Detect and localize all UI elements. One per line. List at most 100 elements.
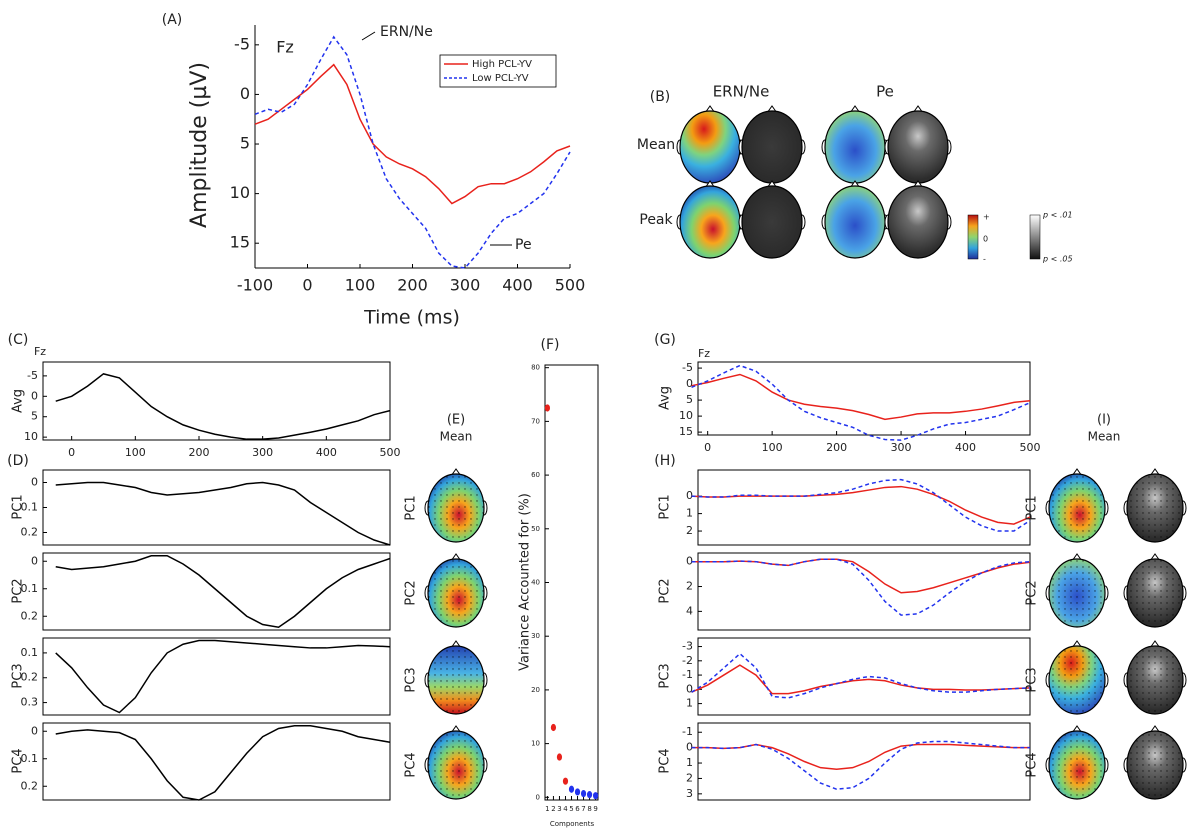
x-tick-label: 7: [581, 805, 585, 813]
x-tick-label: 200: [826, 441, 847, 454]
y-tick-label: 60: [531, 471, 540, 479]
y-tick-label: 2: [686, 771, 693, 784]
panel-label: (I): [1097, 413, 1111, 428]
y-tick-label: 15: [679, 425, 693, 438]
y-axis-label: Avg: [658, 386, 673, 410]
x-tick-label: 400: [502, 276, 533, 295]
y-tick-label: 0: [240, 84, 250, 103]
y-tick-label: 0.1: [21, 582, 39, 595]
p-colorbar: [1029, 214, 1041, 260]
x-tick-label: 6: [575, 805, 580, 813]
scalp-map: [884, 180, 952, 259]
x-tick-label: 8: [587, 805, 591, 813]
scalp-map: [1123, 725, 1187, 800]
series-line: [691, 373, 1031, 421]
annotation: Pe: [515, 237, 532, 253]
y-tick-label: 4: [686, 604, 693, 617]
electrodes: [1127, 646, 1183, 714]
scalp-map: [676, 180, 744, 259]
x-tick-label: 500: [380, 446, 401, 459]
x-tick-label: 0: [704, 441, 711, 454]
scalp-map: [424, 468, 488, 543]
y-axis-label: PC2: [11, 578, 26, 603]
plot-frame: [697, 552, 1031, 631]
scalp-map: [821, 180, 889, 259]
scalp-map: [1045, 468, 1109, 543]
series-line: [691, 558, 1031, 594]
y-tick-label: 30: [531, 632, 540, 640]
y-tick-label: 1: [686, 756, 693, 769]
y-tick-label: 10: [230, 183, 250, 202]
x-tick-label: 100: [125, 446, 146, 459]
y-tick-label: 10: [24, 430, 38, 443]
y-tick-label: 1: [686, 697, 693, 710]
legend-box: [439, 54, 557, 88]
y-tick-label: 0.3: [21, 696, 39, 709]
colorbar-label: -: [983, 255, 986, 264]
point: [586, 791, 593, 799]
y-tick-label: 0.1: [21, 752, 39, 765]
plot-frame: [42, 552, 391, 631]
y-tick-label: -1: [682, 668, 693, 681]
y-tick-label: 0: [31, 476, 38, 489]
y-tick-label: -5: [27, 369, 38, 382]
y-tick-label: 0.1: [21, 646, 39, 659]
scalp-map: [884, 105, 952, 184]
annotation: ERN/Ne: [380, 24, 433, 40]
y-tick-label: 0.1: [21, 501, 39, 514]
scalp: [679, 185, 741, 259]
scalp: [741, 185, 803, 259]
annotation: Fz: [276, 38, 294, 57]
scalp-map: [676, 105, 744, 184]
row-title: PC1: [1025, 495, 1040, 520]
y-axis-label: PC3: [11, 663, 26, 688]
y-tick-label: 0: [686, 682, 693, 695]
x-tick-label: 300: [891, 441, 912, 454]
y-tick-label: -2: [682, 654, 693, 667]
electrodes: [1127, 559, 1183, 627]
scalp: [824, 110, 886, 184]
y-tick-label: 10: [531, 740, 540, 748]
y-tick-label: 0.2: [21, 671, 39, 684]
x-tick-label: 4: [563, 805, 568, 813]
x-axis-label: Time (ms): [363, 307, 460, 329]
x-tick-label: 500: [555, 276, 586, 295]
series-line: [55, 555, 391, 629]
scalp-map: [1045, 553, 1109, 628]
column-title: Pe: [876, 83, 894, 101]
panel-subtitle: Mean: [440, 430, 473, 444]
y-tick-label: 0: [686, 555, 693, 568]
row-title: PC3: [1025, 667, 1040, 692]
scalp: [741, 110, 803, 184]
y-tick-label: 0: [686, 377, 693, 390]
y-tick-label: 0: [31, 389, 38, 402]
electrodes: [1049, 731, 1105, 799]
x-tick-label: 0: [68, 446, 75, 459]
plot-frame: [42, 722, 391, 801]
series-line: [254, 63, 571, 205]
y-tick-label: 5: [686, 393, 693, 406]
p-label: p < .01: [1042, 211, 1073, 220]
y-tick-label: 5: [31, 410, 38, 423]
electrodes: [1127, 731, 1183, 799]
point: [592, 792, 599, 800]
series-line: [691, 364, 1031, 441]
scalp: [887, 185, 949, 259]
panel-label: (C): [8, 332, 29, 348]
annotation: Fz: [34, 345, 46, 358]
series-line: [691, 740, 1030, 790]
x-tick-label: -100: [237, 276, 273, 295]
y-tick-label: 2: [686, 524, 693, 537]
series-line: [691, 652, 1031, 699]
panel-label: (G): [654, 332, 676, 348]
y-tick-label: 20: [531, 686, 540, 694]
plot-frame: [42, 637, 391, 716]
series-line: [691, 743, 1030, 770]
electrodes: [1049, 646, 1105, 714]
scalp-map: [1123, 640, 1187, 715]
y-tick-label: 0: [686, 489, 693, 502]
row-title: Peak: [639, 212, 673, 228]
electrodes: [428, 646, 484, 714]
x-tick-label: 200: [397, 276, 428, 295]
